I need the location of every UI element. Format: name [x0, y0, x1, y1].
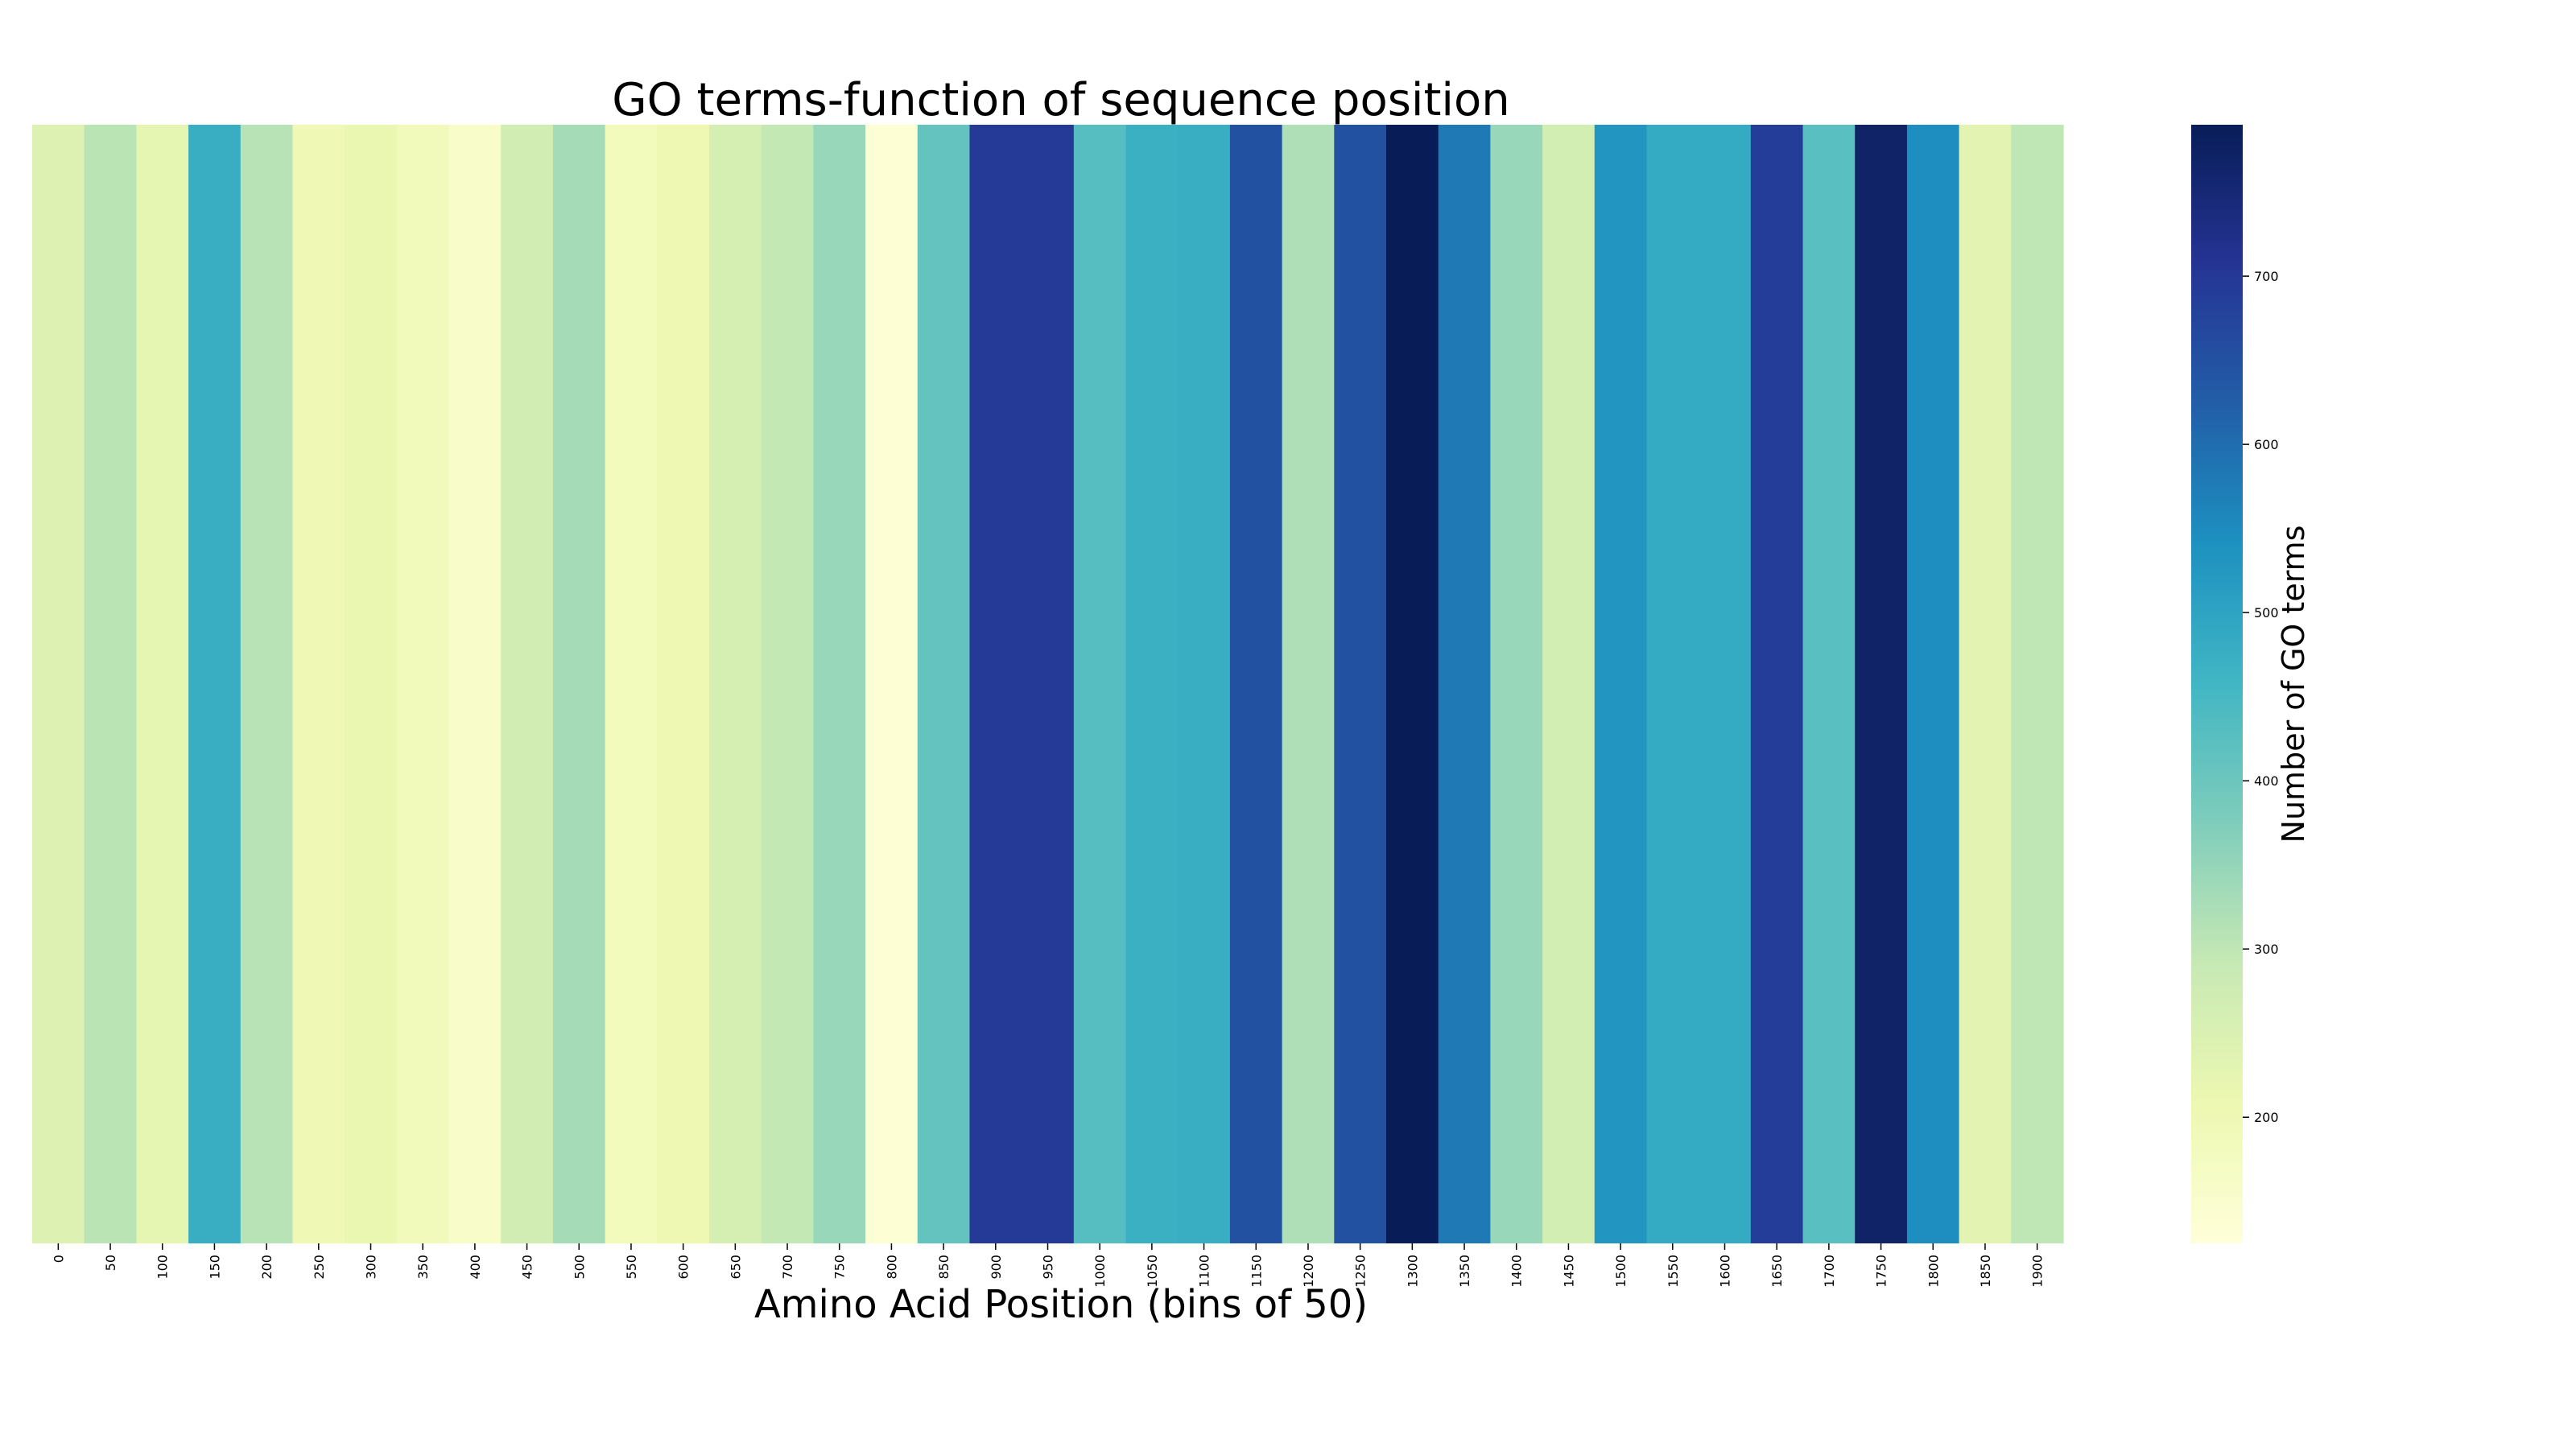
colorbar-tick-label: 200: [2254, 1110, 2279, 1125]
x-tick-label: 1100: [1197, 1255, 1212, 1288]
x-tick-label: 1500: [1613, 1255, 1629, 1288]
heatmap-cell-800: [865, 125, 919, 1243]
x-tick-label: 450: [520, 1255, 535, 1280]
x-tick-label: 1700: [1822, 1255, 1837, 1288]
x-tick-label: 350: [415, 1255, 431, 1280]
heatmap-cell-350: [396, 125, 450, 1243]
heatmap-cell-50: [84, 125, 137, 1243]
x-tick-label: 1800: [1926, 1255, 1941, 1288]
heatmap-cell-850: [917, 125, 971, 1243]
heatmap-cell-1800: [1906, 125, 1960, 1243]
x-tick-label: 1850: [1978, 1255, 1993, 1288]
x-tick-label: 1350: [1457, 1255, 1472, 1288]
heatmap-cell-1000: [1073, 125, 1127, 1243]
x-tick-label: 0: [51, 1255, 66, 1263]
x-axis-label: Amino Acid Position (bins of 50): [754, 1282, 1368, 1327]
x-tick-label: 950: [1041, 1255, 1056, 1280]
colorbar: [2191, 125, 2243, 1243]
x-tick-label: 200: [259, 1255, 275, 1280]
x-tick-label: 1650: [1769, 1255, 1785, 1288]
x-tick-label: 1400: [1509, 1255, 1525, 1288]
heatmap-cell-0: [32, 125, 85, 1243]
heatmap-cell-900: [969, 125, 1022, 1243]
x-tick-label: 150: [207, 1255, 222, 1280]
colorbar-ticks: 200 300 400 500 600 700: [2243, 269, 2279, 1125]
heatmap-cell-1150: [1229, 125, 1283, 1243]
heatmap-cell-1400: [1490, 125, 1543, 1243]
x-tick-label: 1300: [1405, 1255, 1420, 1288]
colorbar-tick-label: 400: [2254, 773, 2279, 789]
colorbar-label: Number of GO terms: [2276, 526, 2311, 843]
heatmap-cell-700: [761, 125, 814, 1243]
x-tick-label: 250: [312, 1255, 327, 1280]
x-tick-label: 900: [989, 1255, 1004, 1280]
colorbar-tick-label: 500: [2254, 605, 2279, 620]
heatmap-cell-500: [552, 125, 606, 1243]
heatmap-cell-1550: [1646, 125, 1699, 1243]
x-tick-label: 1900: [2030, 1255, 2046, 1288]
heatmap-cell-550: [605, 125, 658, 1243]
x-tick-label: 1550: [1666, 1255, 1681, 1288]
x-tick-label: 1250: [1353, 1255, 1368, 1288]
heatmap-cell-1700: [1802, 125, 1856, 1243]
heatmap-cell-100: [136, 125, 189, 1243]
x-tick-label: 100: [155, 1255, 171, 1280]
x-tick-label: 800: [884, 1255, 899, 1280]
chart-title: GO terms-function of sequence position: [612, 74, 1509, 126]
x-tick-label: 1750: [1874, 1255, 1889, 1288]
heatmap-cell-1250: [1334, 125, 1387, 1243]
heatmap-cell-1900: [2011, 125, 2064, 1243]
heatmap-cell-1450: [1542, 125, 1596, 1243]
x-tick-label: 300: [364, 1255, 379, 1280]
x-tick-label: 700: [780, 1255, 795, 1280]
heatmap-cell-1650: [1750, 125, 1804, 1243]
x-tick-label: 850: [936, 1255, 952, 1280]
x-tick-label: 400: [468, 1255, 483, 1280]
heatmap-cell-750: [813, 125, 866, 1243]
x-tick-label: 1600: [1718, 1255, 1733, 1288]
heatmap-cell-1350: [1438, 125, 1491, 1243]
heatmap-cell-300: [345, 125, 398, 1243]
heatmap-cell-1750: [1855, 125, 1908, 1243]
heatmap-cell-650: [709, 125, 762, 1243]
heatmap-cells: [32, 125, 2064, 1243]
x-tick-label: 1050: [1145, 1255, 1160, 1288]
x-axis-ticks: 0 50 100 150 200 250 300 350 400 450 500 550 600 650 7…: [51, 1243, 2046, 1288]
heatmap-cell-1500: [1594, 125, 1648, 1243]
heatmap-cell-450: [501, 125, 554, 1243]
x-tick-label: 750: [832, 1255, 848, 1280]
colorbar-tick-label: 700: [2254, 269, 2279, 284]
heatmap-cell-1050: [1125, 125, 1179, 1243]
x-tick-label: 650: [728, 1255, 743, 1280]
x-tick-label: 1450: [1561, 1255, 1576, 1288]
x-tick-label: 50: [103, 1255, 118, 1271]
heatmap-cell-600: [657, 125, 710, 1243]
heatmap-cell-150: [188, 125, 242, 1243]
heatmap-cell-250: [292, 125, 345, 1243]
heatmap-cell-200: [240, 125, 294, 1243]
x-tick-label: 1000: [1092, 1255, 1108, 1288]
x-tick-label: 500: [572, 1255, 587, 1280]
heatmap-cell-1600: [1699, 125, 1752, 1243]
x-tick-label: 600: [676, 1255, 691, 1280]
heatmap-cell-1300: [1386, 125, 1439, 1243]
heatmap-cell-1850: [1959, 125, 2012, 1243]
x-tick-label: 1200: [1301, 1255, 1316, 1288]
colorbar-tick-label: 300: [2254, 942, 2279, 957]
heatmap-cell-400: [448, 125, 502, 1243]
x-tick-label: 1150: [1249, 1255, 1264, 1288]
heatmap-cell-1100: [1178, 125, 1231, 1243]
heatmap-cell-950: [1022, 125, 1075, 1243]
heatmap-cell-1200: [1282, 125, 1335, 1243]
colorbar-tick-label: 600: [2254, 437, 2279, 452]
x-tick-label: 550: [624, 1255, 639, 1280]
